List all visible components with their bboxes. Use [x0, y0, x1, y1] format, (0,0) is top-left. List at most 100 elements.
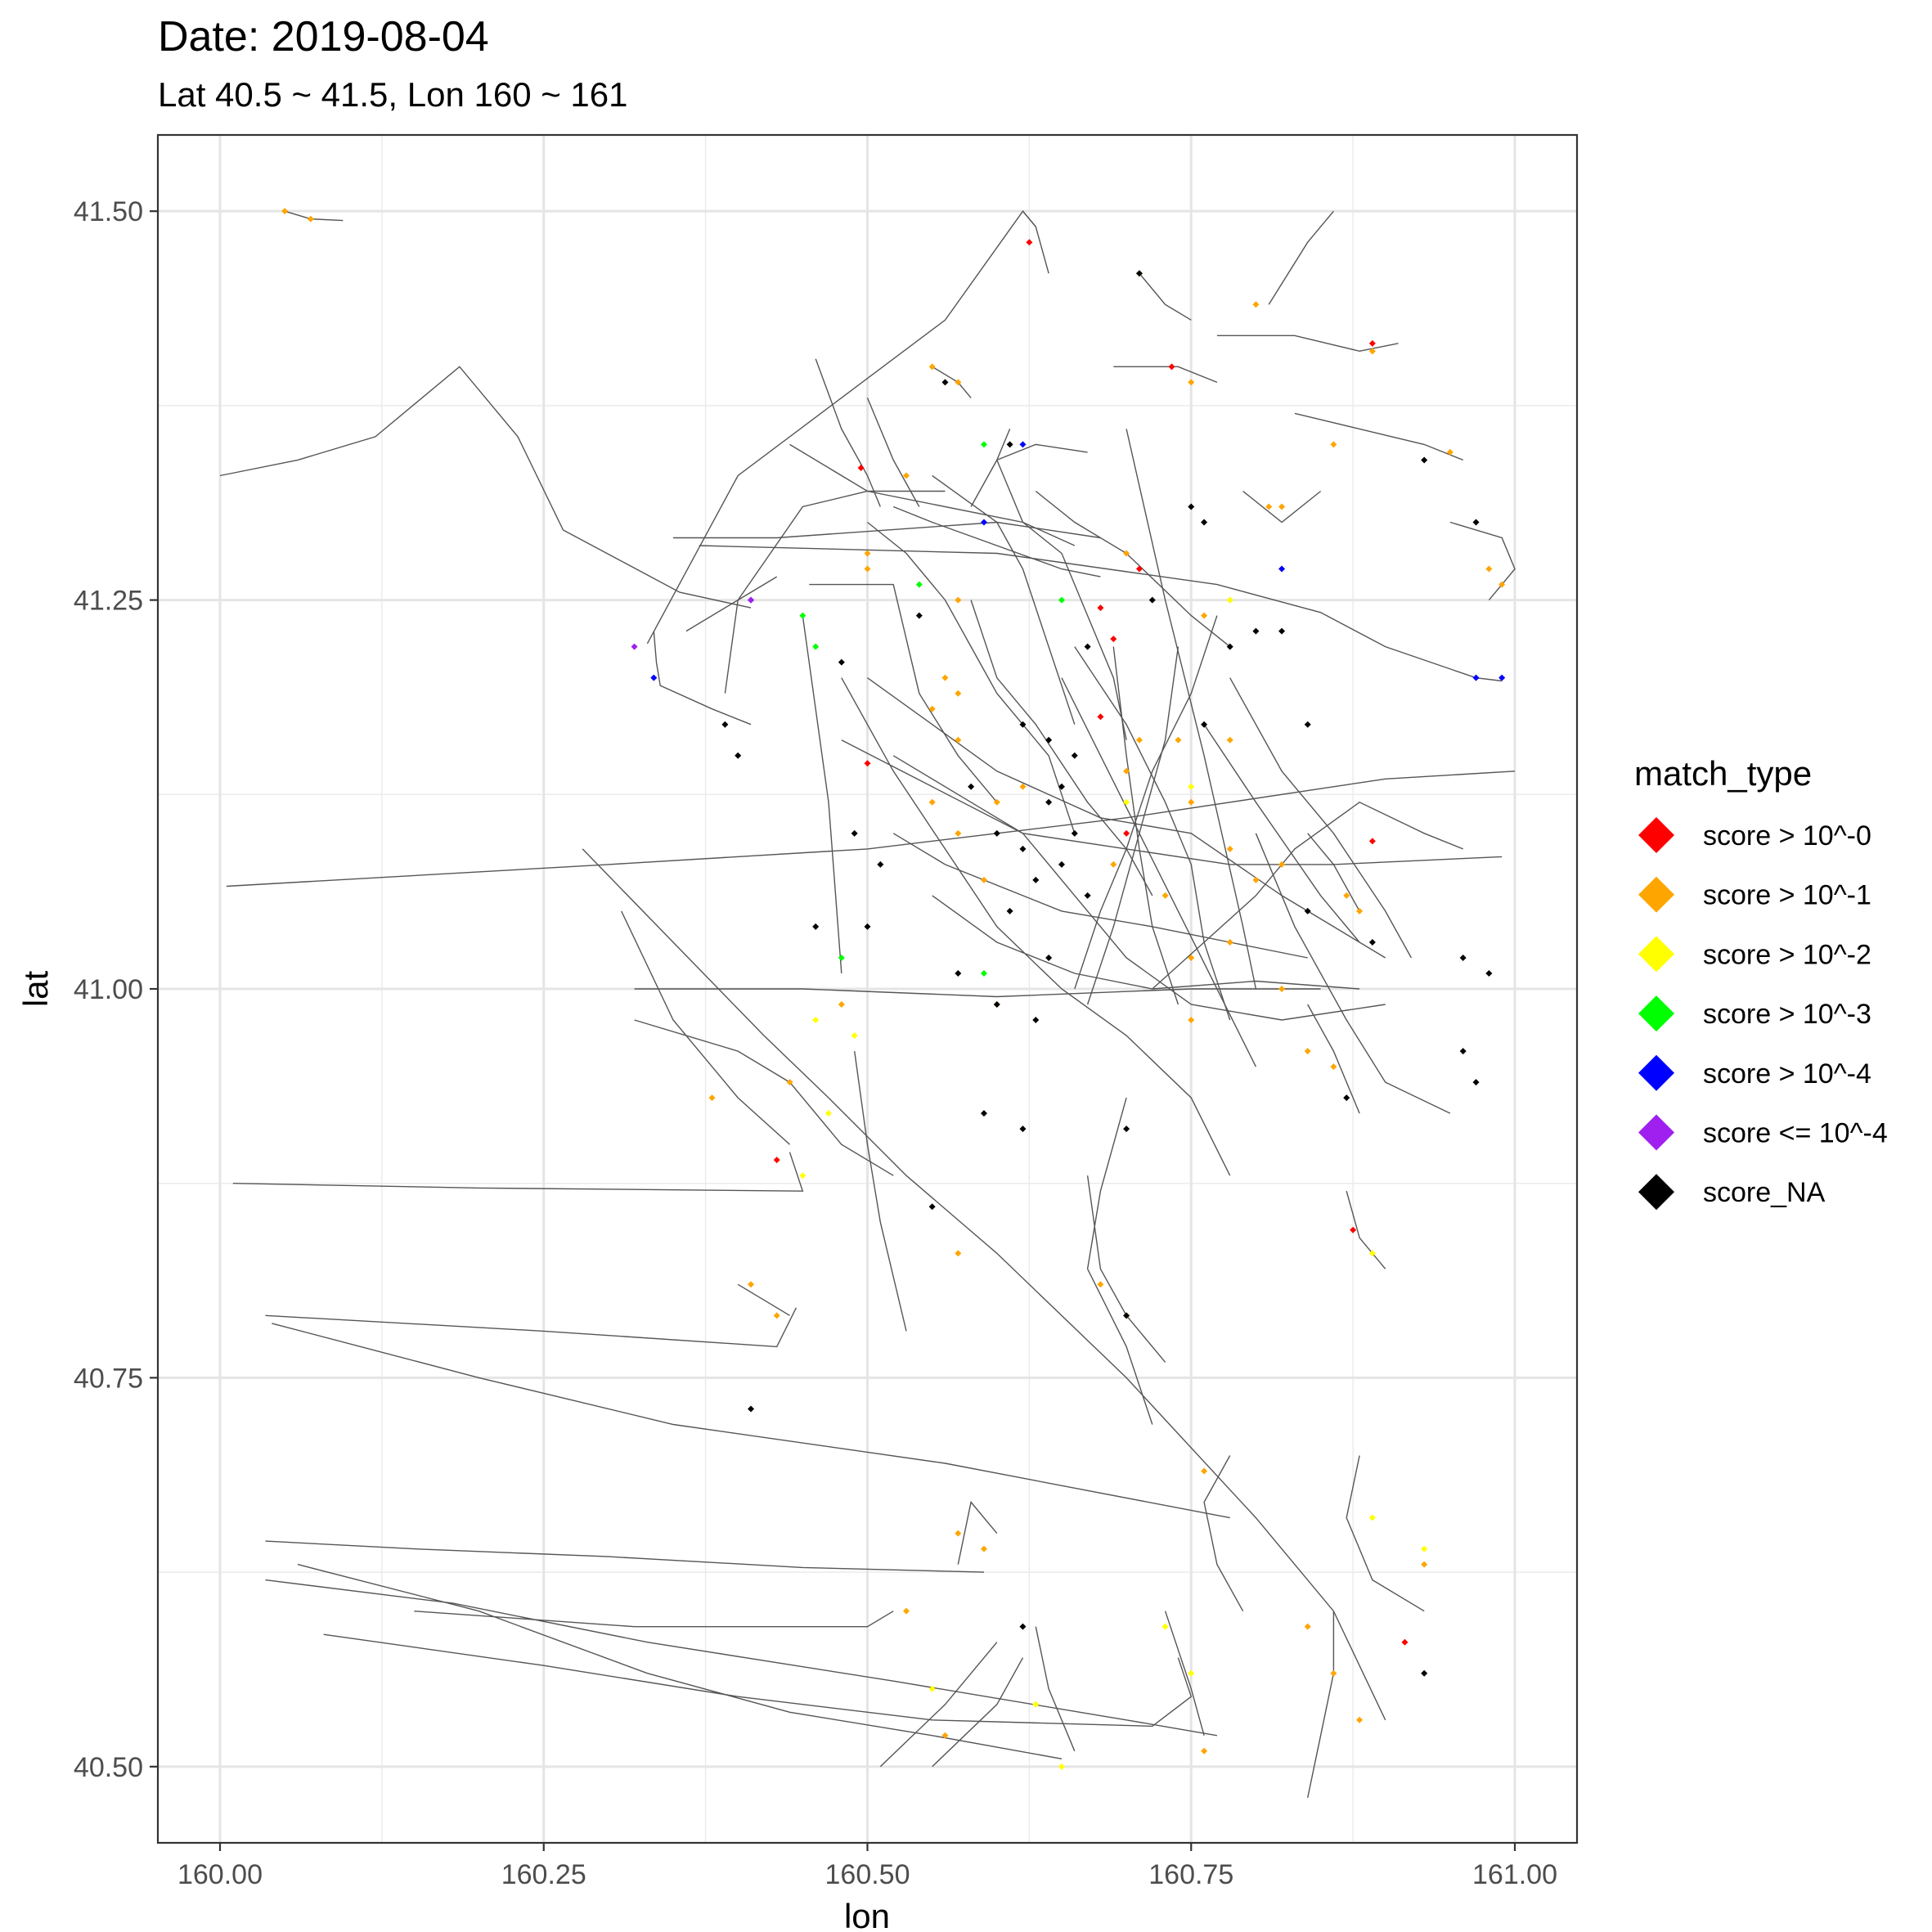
point-6-40: [1368, 938, 1376, 946]
point-6-23: [968, 783, 975, 790]
point-6-41: [1459, 954, 1467, 961]
point-6-19: [1201, 721, 1208, 728]
point-1-32: [955, 829, 962, 837]
point-6-25: [1019, 845, 1027, 852]
point-1-41: [980, 876, 987, 883]
x-axis-title: lon: [844, 1897, 890, 1932]
legend-label-2: score > 10^-2: [1703, 939, 1871, 970]
track-line-61: [1113, 366, 1218, 384]
point-1-16: [1498, 581, 1506, 588]
y-tick-label-0: 40.50: [74, 1752, 143, 1783]
track-line-6: [265, 1540, 985, 1573]
point-6-31: [1084, 892, 1091, 899]
point-6-39: [1304, 907, 1311, 914]
point-1-34: [1110, 860, 1117, 868]
point-2-8: [1368, 1514, 1376, 1521]
point-6-52: [1019, 1623, 1027, 1630]
chart-subtitle: Lat 40.5 ~ 41.5, Lon 160 ~ 161: [158, 75, 628, 114]
point-4-4: [650, 674, 658, 681]
track-line-31: [867, 677, 1386, 959]
point-4-5: [1472, 674, 1480, 681]
point-6-51: [748, 1405, 755, 1413]
track-line-47: [1164, 1611, 1205, 1736]
point-6-43: [1459, 1048, 1467, 1055]
track-line-23: [932, 474, 1076, 725]
point-4-1: [980, 519, 987, 526]
point-6-37: [812, 923, 820, 930]
point-0-9: [1123, 829, 1130, 837]
point-1-66: [1201, 1747, 1208, 1755]
point-1-36: [1252, 876, 1260, 883]
point-1-60: [902, 1607, 910, 1615]
track-line-55: [1203, 724, 1360, 943]
point-0-8: [864, 760, 871, 767]
point-6-46: [980, 1110, 987, 1117]
point-6-50: [1123, 1312, 1130, 1319]
track-line-41: [957, 1500, 998, 1565]
track-line-71: [1112, 646, 1179, 1005]
point-6-17: [1045, 736, 1053, 744]
track-line-53: [1307, 833, 1360, 912]
point-1-30: [1188, 798, 1195, 806]
point-1-40: [1356, 907, 1364, 914]
point-1-6: [1188, 379, 1195, 386]
point-2-10: [1161, 1623, 1169, 1630]
point-0-4: [1135, 565, 1143, 573]
x-tick-label-2: 160.50: [825, 1859, 910, 1890]
point-2-11: [1188, 1669, 1195, 1677]
point-6-16: [1019, 721, 1027, 728]
track-line-33: [892, 833, 1308, 959]
point-6-35: [993, 1001, 1000, 1009]
point-2-14: [1058, 1763, 1065, 1770]
track-line-72: [1086, 646, 1179, 1005]
point-6-18: [1071, 752, 1078, 759]
point-1-50: [708, 1094, 716, 1102]
point-6-27: [851, 829, 858, 837]
point-3-6: [980, 969, 987, 977]
point-1-63: [1356, 1716, 1364, 1723]
point-2-6: [799, 1172, 806, 1179]
track-line-7: [265, 1579, 1218, 1737]
track-line-5: [272, 1323, 1230, 1519]
point-6-24: [993, 829, 1000, 837]
point-6-29: [1032, 876, 1040, 883]
point-6-47: [1019, 1126, 1027, 1133]
point-6-12: [1226, 643, 1233, 650]
track-line-22: [867, 521, 1076, 834]
point-2-13: [1032, 1701, 1040, 1708]
point-6-20: [1304, 721, 1311, 728]
legend-key-1: [1638, 876, 1674, 913]
point-1-31: [928, 798, 936, 806]
point-1-7: [1368, 348, 1376, 355]
point-6-38: [864, 923, 871, 930]
point-1-11: [1265, 503, 1273, 510]
track-line-73: [1074, 615, 1218, 990]
track-line-12: [673, 521, 1101, 539]
point-1-65: [941, 1732, 949, 1739]
track-lines: [219, 210, 1516, 1799]
point-2-12: [928, 1685, 936, 1692]
point-6-22: [1045, 798, 1053, 806]
grid-lines: [158, 135, 1577, 1843]
point-1-33: [1019, 783, 1027, 790]
point-1-55: [1097, 1281, 1104, 1288]
point-1-3: [1252, 301, 1260, 308]
track-line-57: [1242, 490, 1322, 523]
point-1-19: [1201, 612, 1208, 619]
point-1-4: [955, 379, 962, 386]
y-tick-label-2: 41.00: [74, 974, 143, 1005]
legend-key-3: [1638, 995, 1674, 1032]
point-6-0: [1135, 270, 1143, 277]
legend-title: match_type: [1634, 754, 1812, 793]
track-line-10: [414, 1611, 894, 1628]
track-line-43: [879, 1642, 998, 1768]
y-tick-label-4: 41.50: [74, 196, 143, 227]
track-line-20: [802, 615, 842, 974]
point-0-5: [1097, 604, 1104, 612]
track-line-37: [582, 848, 1386, 1721]
y-tick-label-3: 41.25: [74, 586, 143, 617]
point-1-18: [955, 596, 962, 604]
point-1-52: [955, 1250, 962, 1257]
point-1-48: [1304, 1048, 1311, 1055]
track-line-45: [1086, 1097, 1153, 1425]
